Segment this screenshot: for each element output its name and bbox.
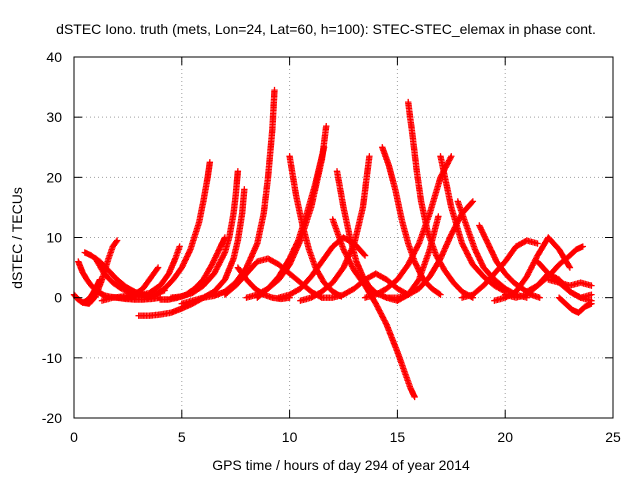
series-38 bbox=[534, 258, 595, 301]
x-tick-label: 5 bbox=[178, 429, 186, 445]
series-10 bbox=[167, 168, 242, 301]
series-17 bbox=[254, 144, 328, 301]
y-tick-label: -20 bbox=[42, 410, 62, 426]
series-21 bbox=[333, 168, 401, 304]
x-tick-label: 25 bbox=[605, 429, 621, 445]
series-markers bbox=[275, 234, 369, 301]
series-37 bbox=[555, 294, 595, 316]
series-markers bbox=[144, 159, 214, 301]
chart-grid bbox=[74, 57, 613, 418]
chart-title: dSTEC Iono. truth (mets, Lon=24, Lat=60,… bbox=[56, 21, 596, 37]
series-35 bbox=[523, 243, 587, 295]
y-tick-label: 40 bbox=[46, 49, 62, 65]
series-markers bbox=[333, 168, 401, 304]
series-markers bbox=[254, 144, 328, 301]
series-12 bbox=[178, 186, 248, 307]
series-markers bbox=[178, 186, 248, 307]
series-8 bbox=[144, 159, 214, 301]
series-markers bbox=[113, 243, 183, 301]
series-markers bbox=[329, 216, 418, 401]
series-markers bbox=[534, 258, 595, 301]
series-markers bbox=[167, 168, 242, 301]
series-26 bbox=[405, 98, 477, 301]
series-markers bbox=[523, 243, 587, 295]
series-28 bbox=[394, 213, 442, 304]
y-tick-label: 0 bbox=[54, 290, 62, 306]
series-markers bbox=[555, 294, 595, 316]
chart-ticks: 0 5 10 15 20 25 -20 -10 0 10 20 30 40 bbox=[42, 49, 621, 445]
y-tick-label: 20 bbox=[46, 169, 62, 185]
x-tick-label: 20 bbox=[497, 429, 513, 445]
series-markers bbox=[405, 98, 477, 301]
y-tick-label: 30 bbox=[46, 109, 62, 125]
series-23 bbox=[329, 216, 418, 401]
y-tick-label: 10 bbox=[46, 230, 62, 246]
series-markers bbox=[394, 213, 442, 304]
chart-marks bbox=[70, 86, 595, 401]
series-29 bbox=[437, 153, 509, 295]
series-31 bbox=[458, 237, 541, 301]
series-markers bbox=[458, 237, 541, 301]
y-axis-label: dSTEC / TECUs bbox=[9, 187, 25, 289]
series-25 bbox=[361, 153, 455, 301]
x-tick-label: 0 bbox=[70, 429, 78, 445]
x-axis-label: GPS time / hours of day 294 of year 2014 bbox=[212, 457, 470, 473]
x-tick-label: 10 bbox=[282, 429, 298, 445]
series-7 bbox=[113, 243, 183, 301]
series-markers bbox=[361, 153, 455, 301]
x-tick-label: 15 bbox=[390, 429, 406, 445]
series-19 bbox=[275, 234, 369, 301]
y-tick-label: -10 bbox=[42, 350, 62, 366]
series-markers bbox=[437, 153, 509, 295]
